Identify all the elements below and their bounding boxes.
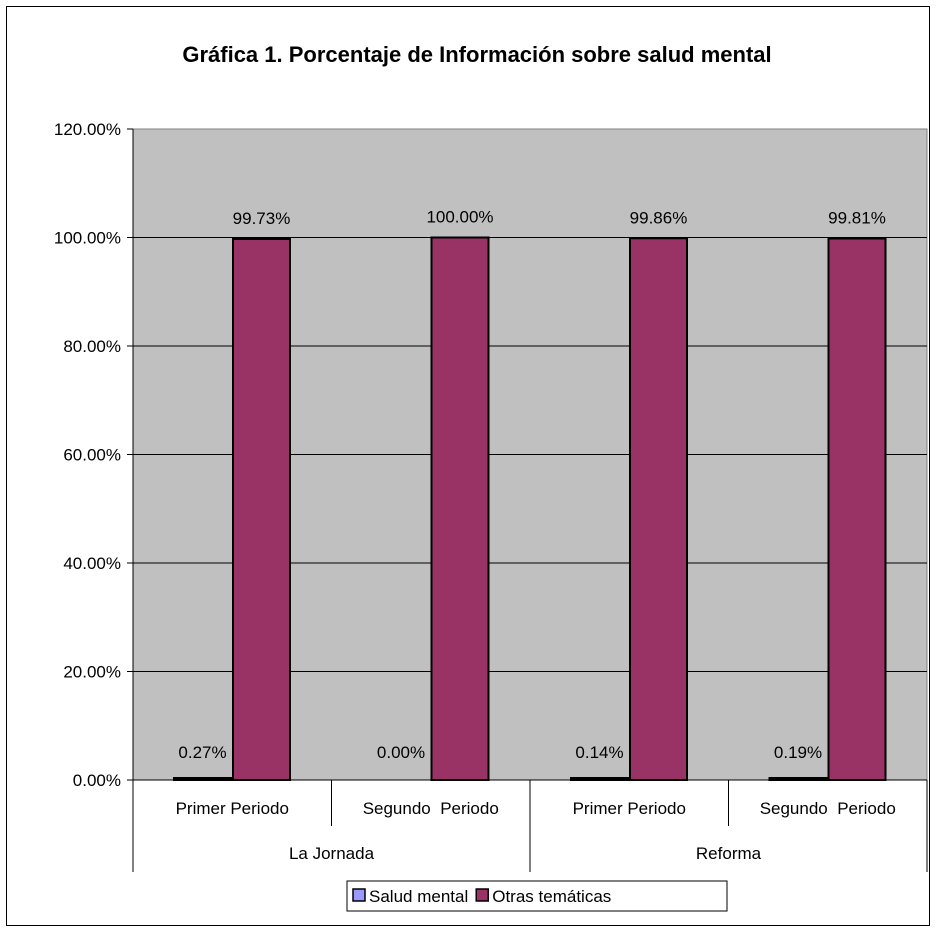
data-label: 0.14% (575, 743, 623, 762)
legend-swatch (475, 888, 489, 902)
bar-otras-tematicas (629, 237, 688, 781)
x-tick-label: Segundo Periodo (363, 799, 499, 818)
bar-otras-tematicas (430, 236, 490, 781)
y-tick-label: 20.00% (63, 663, 121, 682)
legend-box (346, 880, 728, 912)
y-tick-label: 40.00% (63, 554, 121, 573)
chart-frame: Gráfica 1. Porcentaje de Información sob… (6, 6, 930, 926)
y-tick-label: 100.00% (54, 229, 121, 248)
y-tick-label: 80.00% (63, 337, 121, 356)
y-tick-label: 120.00% (54, 120, 121, 139)
data-label: 99.81% (828, 209, 886, 228)
y-tick-label: 60.00% (63, 446, 121, 465)
data-label: 0.27% (178, 743, 226, 762)
bar-otras-tematicas (827, 237, 887, 781)
data-label: 0.00% (377, 743, 425, 762)
data-label: 100.00% (426, 208, 493, 227)
x-group-label: Reforma (696, 844, 762, 863)
y-tick-label: 0.00% (73, 771, 121, 790)
data-label: 0.19% (774, 743, 822, 762)
x-tick-label: Primer Periodo (573, 799, 686, 818)
chart-title: Gráfica 1. Porcentaje de Información sob… (182, 42, 771, 67)
legend-label: Salud mental (369, 887, 468, 906)
x-tick-label: Primer Periodo (176, 799, 289, 818)
chart: Gráfica 1. Porcentaje de Información sob… (54, 42, 928, 912)
bar-otras-tematicas (232, 237, 291, 782)
data-label: 99.73% (233, 209, 291, 228)
legend-swatch (352, 888, 366, 902)
x-group-label: La Jornada (289, 844, 375, 863)
legend-label: Otras temáticas (492, 887, 611, 906)
x-tick-label: Segundo Periodo (760, 799, 896, 818)
data-label: 99.86% (630, 208, 688, 227)
